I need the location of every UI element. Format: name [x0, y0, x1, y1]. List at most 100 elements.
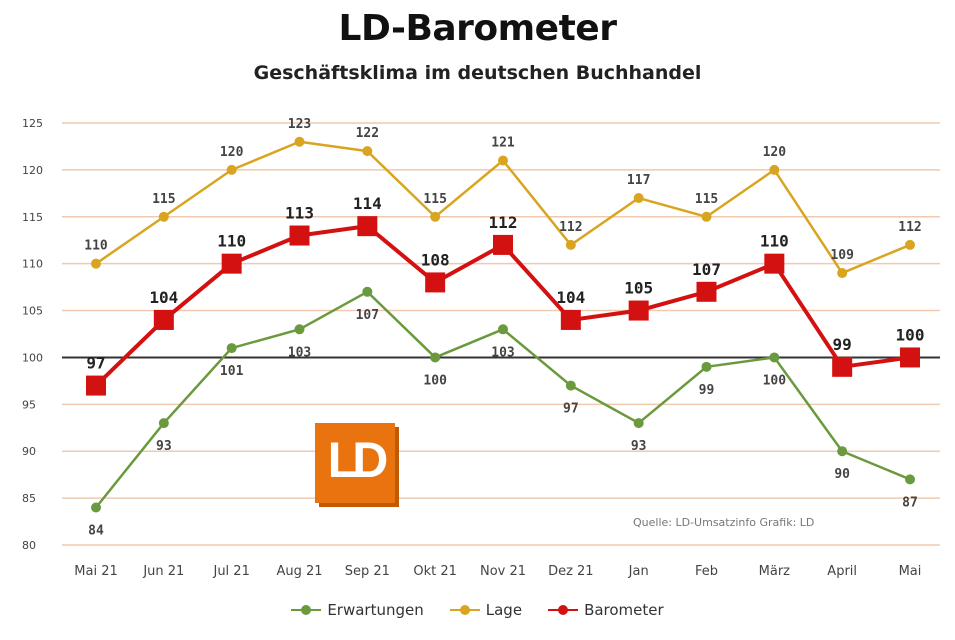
data-point-erwartungen — [498, 324, 508, 335]
legend-swatch-barometer — [548, 604, 579, 616]
data-label-lage: 120 — [763, 145, 787, 160]
data-label-erwartungen: 84 — [88, 523, 104, 538]
x-tick-label: April — [827, 564, 857, 579]
x-tick-label: Sep 21 — [345, 564, 390, 579]
data-label-erwartungen: 100 — [423, 373, 447, 388]
data-point-barometer — [493, 234, 513, 255]
data-label-barometer: 113 — [285, 204, 314, 223]
data-point-lage — [837, 268, 848, 279]
y-tick-label: 80 — [22, 539, 36, 552]
data-label-barometer: 99 — [833, 335, 852, 354]
data-label-lage: 121 — [491, 136, 515, 151]
data-label-barometer: 110 — [217, 232, 246, 251]
x-tick-label: März — [759, 564, 791, 579]
x-tick-label: Dez 21 — [548, 564, 594, 579]
y-tick-label: 105 — [22, 305, 43, 318]
data-point-lage — [226, 164, 237, 175]
data-label-barometer: 100 — [896, 325, 925, 344]
y-tick-label: 95 — [22, 398, 36, 411]
data-label-barometer: 114 — [353, 194, 382, 213]
data-label-barometer: 104 — [556, 288, 585, 307]
x-tick-label: Mai 21 — [74, 564, 117, 579]
data-point-erwartungen — [430, 352, 441, 363]
x-tick-label: Jan — [628, 564, 649, 579]
source-note: Quelle: LD-Umsatzinfo Grafik: LD — [633, 516, 815, 529]
y-tick-label: 120 — [22, 164, 43, 177]
legend-item-lage: Lage — [449, 601, 523, 619]
data-point-erwartungen — [158, 418, 169, 429]
data-label-erwartungen: 90 — [834, 467, 850, 482]
y-tick-label: 125 — [22, 117, 43, 130]
data-label-erwartungen: 87 — [902, 495, 918, 510]
x-tick-label: Aug 21 — [276, 564, 322, 579]
data-label-erwartungen: 97 — [563, 402, 579, 417]
data-label-erwartungen: 103 — [491, 345, 514, 360]
data-label-lage: 115 — [695, 192, 718, 207]
x-tick-label: Jul 21 — [212, 564, 249, 579]
data-point-lage — [905, 239, 915, 250]
data-label-barometer: 105 — [624, 279, 653, 298]
legend-label-barometer: Barometer — [584, 601, 664, 619]
x-tick-label: Mai — [899, 564, 922, 579]
data-point-lage — [430, 211, 441, 222]
data-point-barometer — [357, 216, 378, 237]
chart-title: LD-Barometer — [338, 8, 617, 49]
data-label-barometer: 97 — [86, 354, 105, 373]
data-label-erwartungen: 100 — [763, 373, 787, 388]
y-tick-label: 100 — [22, 351, 43, 364]
data-point-lage — [633, 193, 644, 204]
data-point-erwartungen — [362, 286, 373, 297]
data-point-erwartungen — [769, 352, 780, 363]
legend-label-erwartungen: Erwartungen — [327, 601, 424, 619]
legend-swatch-lage — [449, 604, 480, 616]
data-point-barometer — [560, 309, 581, 330]
legend-label-lage: Lage — [485, 601, 523, 619]
x-tick-label: Feb — [695, 564, 718, 579]
legend: Erwartungen Lage Barometer — [0, 601, 955, 619]
y-tick-label: 90 — [22, 445, 36, 458]
data-point-barometer — [696, 281, 717, 302]
data-point-erwartungen — [633, 418, 644, 429]
data-point-barometer — [221, 253, 242, 274]
data-point-erwartungen — [294, 324, 305, 335]
data-point-erwartungen — [837, 446, 848, 457]
data-label-erwartungen: 101 — [220, 364, 244, 379]
data-point-barometer — [628, 300, 649, 321]
data-label-erwartungen: 93 — [156, 439, 172, 454]
data-point-barometer — [153, 309, 174, 330]
data-point-lage — [565, 239, 576, 250]
data-label-lage: 120 — [220, 145, 244, 160]
data-point-barometer — [900, 347, 920, 368]
legend-swatch-erwartungen — [291, 604, 322, 616]
data-point-lage — [294, 136, 305, 147]
data-label-barometer: 112 — [489, 213, 518, 232]
logo-text: LD — [327, 432, 389, 488]
data-label-barometer: 104 — [149, 288, 178, 307]
data-label-lage: 117 — [627, 173, 650, 188]
data-label-barometer: 110 — [760, 232, 789, 251]
data-label-lage: 112 — [559, 220, 582, 235]
data-point-lage — [158, 211, 169, 222]
data-point-lage — [498, 155, 508, 166]
data-point-barometer — [289, 225, 310, 246]
data-point-lage — [91, 258, 101, 269]
data-label-lage: 112 — [898, 220, 921, 235]
legend-item-erwartungen: Erwartungen — [291, 601, 424, 619]
data-point-barometer — [425, 272, 446, 293]
x-tick-label: Okt 21 — [413, 564, 457, 579]
y-tick-label: 85 — [22, 492, 36, 505]
data-label-lage: 122 — [356, 126, 379, 141]
data-point-lage — [701, 211, 712, 222]
y-tick-label: 110 — [22, 258, 43, 271]
data-point-erwartungen — [565, 380, 576, 391]
data-point-barometer — [764, 253, 785, 274]
data-label-erwartungen: 103 — [288, 345, 311, 360]
data-label-lage: 123 — [288, 117, 311, 132]
data-label-erwartungen: 99 — [699, 383, 715, 398]
data-label-lage: 110 — [84, 239, 108, 254]
data-label-lage: 115 — [423, 192, 446, 207]
data-point-erwartungen — [905, 474, 915, 485]
y-tick-label: 115 — [22, 211, 43, 224]
data-point-barometer — [86, 375, 106, 396]
data-point-erwartungen — [701, 361, 712, 372]
